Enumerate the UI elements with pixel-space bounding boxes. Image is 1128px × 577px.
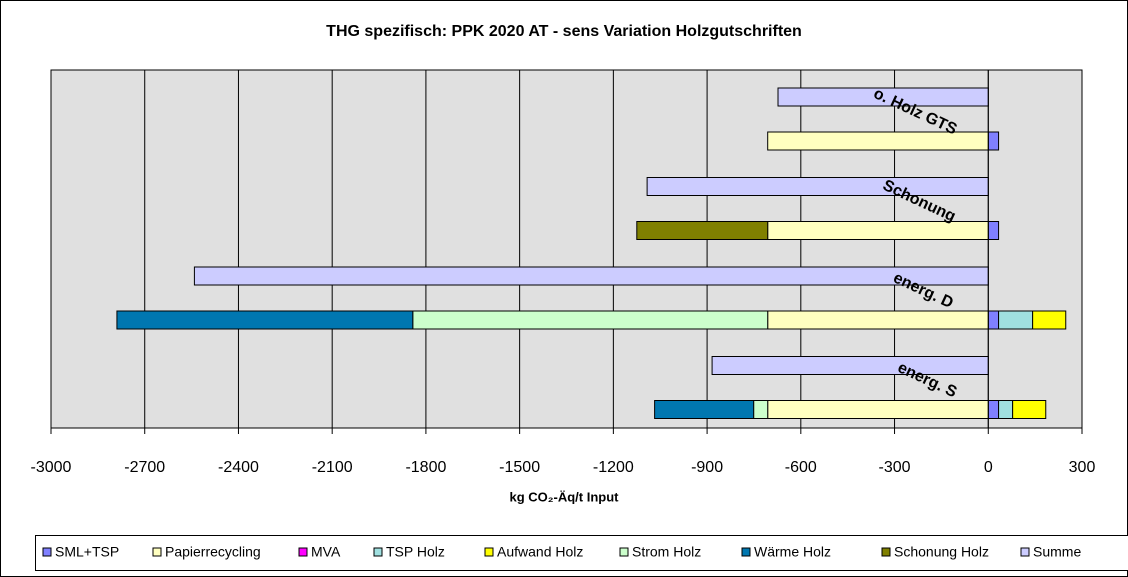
bar — [193, 266, 989, 286]
bar — [998, 310, 1034, 330]
x-tick-label: -1500 — [499, 459, 540, 476]
legend-label: MVA — [311, 544, 341, 560]
legend-label: TSP Holz — [386, 544, 445, 560]
bar — [116, 310, 414, 330]
x-tick-label: -2700 — [124, 459, 165, 476]
bar — [987, 400, 1000, 419]
bar — [987, 131, 1000, 151]
bar — [711, 356, 989, 375]
bar — [753, 400, 769, 419]
legend — [35, 535, 1128, 571]
legend-swatch — [619, 547, 629, 557]
legend-label: Papierrecycling — [165, 544, 261, 560]
legend-label: Wärme Holz — [754, 544, 831, 560]
bar — [987, 310, 1000, 330]
x-tick-label: -600 — [785, 459, 817, 476]
bar — [636, 221, 769, 240]
bar — [767, 310, 989, 330]
x-tick-label: 0 — [984, 459, 993, 476]
bar — [1032, 310, 1067, 330]
bar — [1012, 400, 1047, 419]
legend-label: Summe — [1033, 544, 1081, 560]
x-tick-label: -300 — [879, 459, 911, 476]
legend-label: SML+TSP — [55, 544, 119, 560]
legend-swatch — [1020, 547, 1030, 557]
legend-label: Schonung Holz — [894, 544, 989, 560]
legend-swatch — [881, 547, 891, 557]
bar — [412, 310, 769, 330]
x-tick-label: -2100 — [312, 459, 353, 476]
bar — [987, 221, 1000, 240]
chart-title: THG spezifisch: PPK 2020 AT - sens Varia… — [326, 23, 802, 40]
legend-label: Strom Holz — [632, 544, 701, 560]
bar — [654, 400, 755, 419]
x-axis-title: kg CO₂-Äq/t Input — [509, 489, 619, 504]
x-tick-label: -1800 — [405, 459, 446, 476]
plot-frame — [50, 69, 1083, 429]
bar — [646, 177, 989, 196]
legend-swatch — [484, 547, 494, 557]
legend-label: Aufwand Holz — [497, 544, 583, 560]
x-tick-label: -1200 — [593, 459, 634, 476]
legend-swatch — [298, 547, 308, 557]
x-tick-label: -3000 — [31, 459, 72, 476]
x-tick-label: -2400 — [218, 459, 259, 476]
x-tick-label: -900 — [691, 459, 723, 476]
legend-swatch — [373, 547, 383, 557]
bar — [998, 400, 1014, 419]
legend-swatch — [741, 547, 751, 557]
x-tick-label: 300 — [1069, 459, 1096, 476]
bar — [767, 400, 989, 419]
legend-swatch — [42, 547, 52, 557]
bar — [767, 131, 989, 151]
legend-swatch — [152, 547, 162, 557]
bar — [767, 221, 989, 240]
